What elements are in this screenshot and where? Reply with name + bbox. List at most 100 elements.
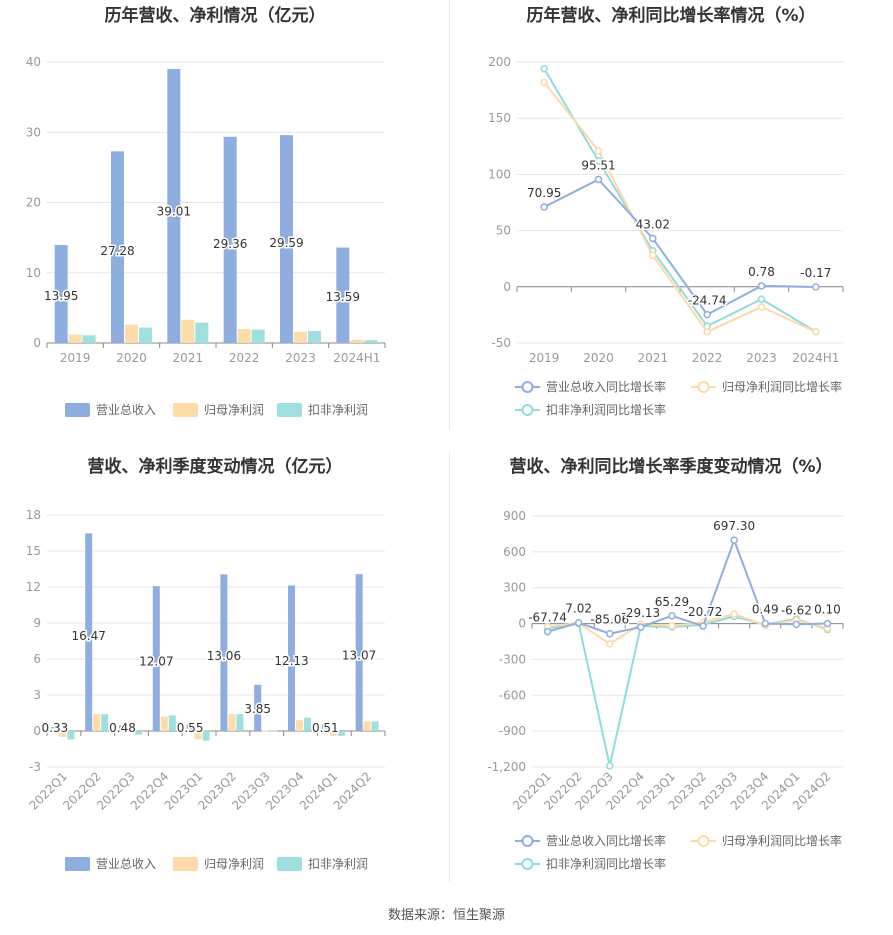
- chart-group: 营收、净利同比增长率季度变动情况（%） -1,200 -900 -600 -300 0 30…: [487, 456, 844, 871]
- data-label: 3.85: [244, 702, 271, 716]
- data-label: -67.74: [528, 611, 567, 625]
- line-revenue: [543, 178, 816, 316]
- data-label: -0.17: [800, 266, 831, 280]
- x-tick-label: 2023: [746, 351, 777, 365]
- legend-marker: [521, 381, 534, 393]
- y-tick-label: 9: [33, 616, 41, 630]
- point-revenue: [757, 282, 766, 290]
- chart-group: 营收、净利季度变动情况（亿元）-303691215182022Q12022Q22…: [26, 456, 386, 871]
- chart-annual-growth-svg: 历年营收、净利同比增长率情况（%） -50 0 50 100 150 200 2019 2020…: [488, 5, 844, 417]
- point-revenue: [637, 623, 645, 631]
- point-net-profit: [594, 147, 603, 155]
- bar-revenue: [288, 585, 295, 731]
- legend-label: 扣非净利润同比增长率: [546, 856, 666, 871]
- x-tick-label: 2020: [583, 351, 614, 365]
- y-tick-label: -300: [499, 652, 526, 666]
- legend-marker: [521, 404, 534, 416]
- bar-net-profit: [237, 328, 251, 343]
- data-label: 7.02: [565, 602, 592, 616]
- chart-title: 营收、净利同比增长率季度变动情况（%）: [509, 456, 832, 477]
- bar-revenue: [85, 533, 93, 731]
- chart-title: 历年营收、净利同比增长率情况（%）: [526, 5, 815, 26]
- legend-swatch: [173, 403, 198, 417]
- y-tick-label: 3: [33, 688, 41, 702]
- bar-deducted: [195, 322, 209, 343]
- chart-group: 历年营收、净利情况（亿元） 0 10 20 30 40 2019 2020 2021 2022 20…: [26, 5, 386, 417]
- bar-deducted: [337, 731, 345, 736]
- chart-annual-growth: 历年营收、净利同比增长率情况（%） -50 0 50 100 150 200 2019 2020…: [449, 0, 893, 430]
- y-tick-label: 6: [33, 652, 41, 666]
- point-revenue: [668, 612, 676, 620]
- data-label: 29.59: [269, 236, 303, 250]
- point-revenue: [606, 629, 614, 638]
- bar-revenue: [280, 135, 293, 343]
- bar-net-profit: [160, 716, 168, 731]
- point-net-profit: [730, 610, 738, 618]
- bar-revenue: [152, 586, 160, 731]
- y-tick-label: 0: [33, 724, 41, 738]
- x-tick-label: 2023: [285, 351, 316, 365]
- x-tick-label: 2024H1: [792, 351, 839, 365]
- x-tick-label: 2020: [116, 351, 147, 365]
- bar-deducted: [364, 340, 378, 343]
- data-label: 0.51: [312, 721, 339, 735]
- data-label: 39.01: [157, 204, 191, 218]
- data-label: 12.13: [274, 654, 308, 668]
- bar-deducted: [82, 335, 96, 343]
- bar-net-profit: [329, 731, 337, 736]
- legend-label: 营业总收入: [96, 403, 156, 417]
- bar-revenue: [223, 136, 237, 343]
- point-revenue: [649, 234, 657, 243]
- bar-deducted: [135, 731, 142, 735]
- data-label: 95.51: [581, 158, 615, 172]
- y-tick-label: -3: [29, 760, 41, 774]
- bar-net-profit: [181, 319, 195, 343]
- x-tick-label: 2021: [173, 351, 204, 365]
- data-label: 0.49: [752, 603, 779, 617]
- line-deducted: [543, 68, 817, 333]
- bar-net-profit: [363, 721, 371, 731]
- y-tick-label: 15: [26, 544, 41, 558]
- y-tick-label: 100: [488, 167, 511, 181]
- line-deducted: [547, 615, 828, 767]
- y-tick-label: 40: [26, 55, 41, 69]
- chart-group: 历年营收、净利同比增长率情况（%） -50 0 50 100 150 200 2019 2020…: [488, 5, 844, 417]
- bar-net-profit: [228, 714, 236, 731]
- bar-revenue: [355, 574, 363, 731]
- y-tick-label: 30: [26, 125, 41, 139]
- chart-quarterly-amount-svg: 营收、净利季度变动情况（亿元）-303691215182022Q12022Q22…: [26, 456, 386, 871]
- data-label: 13.07: [342, 649, 376, 663]
- data-label: 65.29: [655, 595, 689, 609]
- legend-swatch: [65, 857, 90, 871]
- bar-revenue: [321, 724, 329, 731]
- point-net-profit: [703, 328, 711, 336]
- legend-swatch: [173, 857, 198, 871]
- point-net-profit: [540, 78, 548, 86]
- x-tick-label: 2021: [638, 351, 669, 365]
- legend-swatch: [277, 857, 302, 871]
- chart-quarterly-growth: 营收、净利同比增长率季度变动情况（%） -1,200 -900 -600 -300 0 30…: [449, 450, 893, 890]
- y-tick-label: 0: [33, 336, 41, 350]
- chart-quarterly-amount: 营收、净利季度变动情况（亿元） -3 0 3 6 9 12 15 18 2022Q1 2022Q2 2…: [0, 450, 449, 890]
- y-tick-label: 10: [26, 266, 41, 280]
- chart-title: 历年营收、净利情况（亿元）: [105, 5, 326, 26]
- bar-deducted: [236, 714, 244, 731]
- point-net-profit: [606, 640, 614, 648]
- x-tick-label: 2022: [229, 351, 260, 365]
- y-tick-label: -1,200: [487, 760, 526, 774]
- legend-label: 归母净利润同比增长率: [722, 379, 842, 394]
- legend-label: 营业总收入同比增长率: [546, 379, 666, 394]
- bar-deducted: [168, 715, 176, 731]
- point-revenue: [594, 175, 603, 184]
- data-label: 16.47: [72, 629, 106, 643]
- bar-revenue: [111, 151, 124, 343]
- point-revenue: [823, 619, 832, 628]
- y-tick-label: 200: [488, 55, 511, 69]
- bar-net-profit: [59, 731, 67, 737]
- x-tick-label: 2022: [692, 351, 723, 365]
- data-label: 29.36: [213, 237, 247, 251]
- legend-marker: [521, 858, 534, 870]
- bar-revenue: [167, 68, 181, 344]
- chart-annual-amount-svg: 历年营收、净利情况（亿元） 0 10 20 30 40 2019 2020 2021 2022 20…: [26, 5, 386, 417]
- bar-net-profit: [294, 331, 307, 343]
